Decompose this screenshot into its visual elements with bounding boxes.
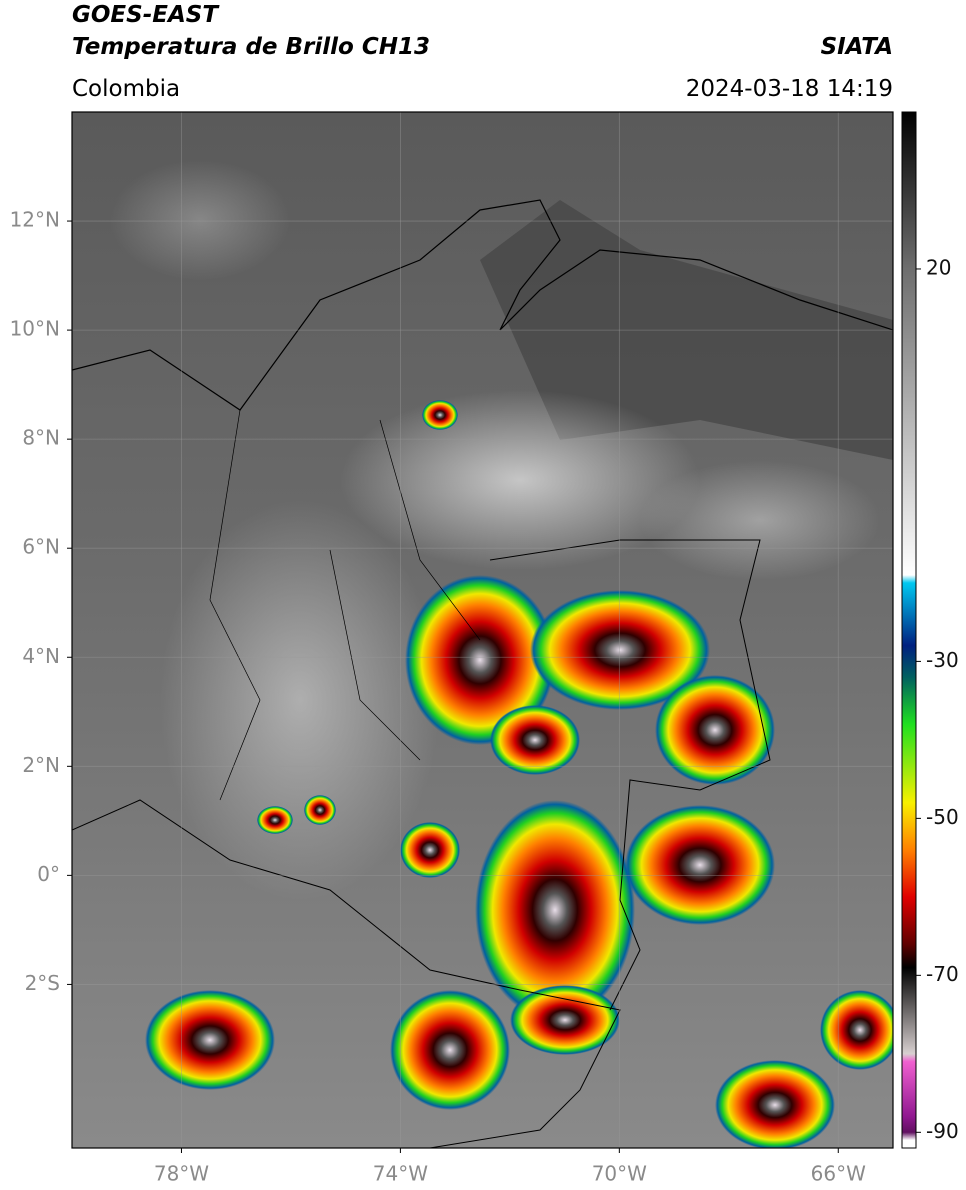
colorbar-tick-label: 20 (926, 255, 951, 279)
y-tick-label: 8°N (22, 426, 60, 450)
colorbar-tick-label: -90 (926, 1119, 959, 1143)
y-tick-label: 2°S (25, 971, 60, 995)
x-tick-label: 78°W (154, 1162, 209, 1186)
colorbar-tick-label: -70 (926, 962, 959, 986)
map-frame (71, 111, 894, 1149)
title: GOES-EAST (72, 2, 220, 28)
y-tick-label: 6°N (22, 535, 60, 559)
y-tick-label: 0° (37, 862, 60, 886)
y-tick-label: 4°N (22, 644, 60, 668)
satellite-image (72, 112, 893, 1148)
y-tick-label: 2°N (22, 753, 60, 777)
colorbar-tick-label: -30 (926, 648, 959, 672)
subtitle: Temperatura de Brillo CH13 (72, 34, 430, 60)
region: Colombia (72, 76, 180, 102)
y-tick-label: 12°N (10, 208, 60, 232)
colorbar (901, 111, 917, 1149)
colorbar-tick-label: -50 (926, 805, 959, 829)
y-tick-label: 10°N (10, 317, 60, 341)
x-tick-label: 70°W (592, 1162, 647, 1186)
brand: SIATA (821, 34, 893, 60)
x-tick-label: 66°W (811, 1162, 866, 1186)
timestamp: 2024-03-18 14:19 (686, 76, 893, 102)
x-tick-label: 74°W (373, 1162, 428, 1186)
